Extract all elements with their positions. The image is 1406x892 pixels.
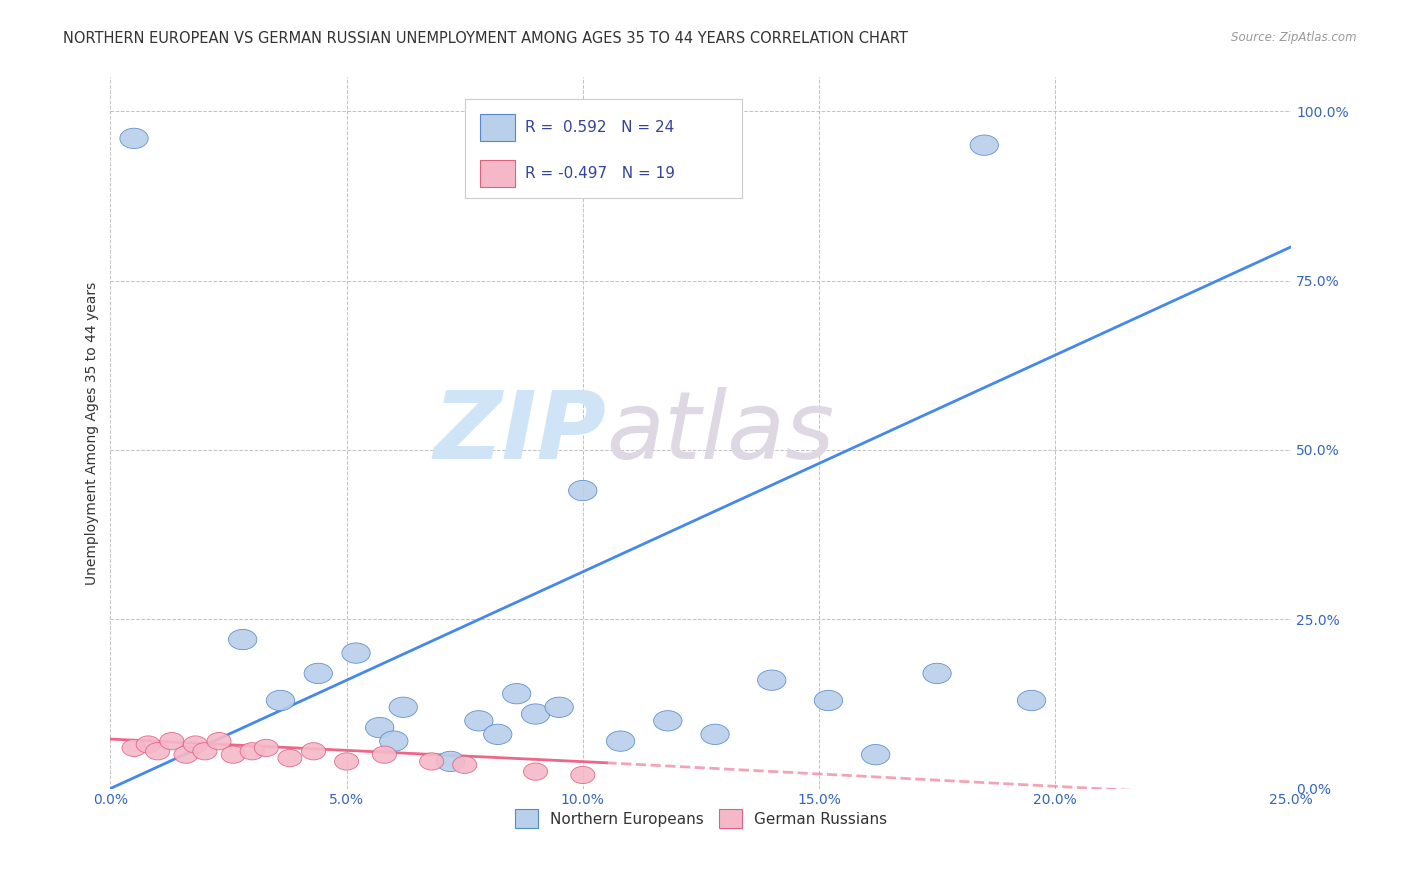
- Ellipse shape: [207, 732, 231, 750]
- Ellipse shape: [229, 630, 257, 649]
- Ellipse shape: [523, 763, 547, 780]
- Ellipse shape: [301, 743, 326, 760]
- Text: ZIP: ZIP: [433, 387, 606, 479]
- Ellipse shape: [465, 711, 494, 731]
- Text: atlas: atlas: [606, 387, 835, 478]
- Text: R = -0.497   N = 19: R = -0.497 N = 19: [524, 166, 675, 181]
- Ellipse shape: [484, 724, 512, 745]
- Ellipse shape: [436, 751, 465, 772]
- Ellipse shape: [254, 739, 278, 756]
- Ellipse shape: [304, 664, 332, 683]
- FancyBboxPatch shape: [479, 160, 516, 187]
- Legend: Northern Europeans, German Russians: Northern Europeans, German Russians: [509, 804, 893, 834]
- Ellipse shape: [174, 746, 198, 764]
- Ellipse shape: [862, 745, 890, 764]
- Text: Source: ZipAtlas.com: Source: ZipAtlas.com: [1232, 31, 1357, 45]
- Ellipse shape: [419, 753, 444, 770]
- Ellipse shape: [606, 731, 634, 751]
- Ellipse shape: [366, 717, 394, 738]
- Ellipse shape: [120, 128, 148, 149]
- Ellipse shape: [373, 746, 396, 764]
- Ellipse shape: [122, 739, 146, 756]
- Ellipse shape: [389, 698, 418, 717]
- Ellipse shape: [502, 683, 531, 704]
- Ellipse shape: [183, 736, 208, 753]
- Ellipse shape: [758, 670, 786, 690]
- Ellipse shape: [1018, 690, 1046, 711]
- Text: R =  0.592   N = 24: R = 0.592 N = 24: [524, 120, 673, 135]
- Y-axis label: Unemployment Among Ages 35 to 44 years: Unemployment Among Ages 35 to 44 years: [86, 281, 100, 584]
- Ellipse shape: [700, 724, 730, 745]
- Ellipse shape: [571, 766, 595, 783]
- Ellipse shape: [814, 690, 842, 711]
- Ellipse shape: [654, 711, 682, 731]
- Text: NORTHERN EUROPEAN VS GERMAN RUSSIAN UNEMPLOYMENT AMONG AGES 35 TO 44 YEARS CORRE: NORTHERN EUROPEAN VS GERMAN RUSSIAN UNEM…: [63, 31, 908, 46]
- FancyBboxPatch shape: [479, 113, 516, 141]
- Ellipse shape: [160, 732, 184, 750]
- Ellipse shape: [240, 743, 264, 760]
- Ellipse shape: [568, 481, 598, 500]
- Ellipse shape: [342, 643, 370, 664]
- Ellipse shape: [266, 690, 295, 711]
- FancyBboxPatch shape: [465, 99, 742, 198]
- Ellipse shape: [136, 736, 160, 753]
- Ellipse shape: [546, 698, 574, 717]
- Ellipse shape: [522, 704, 550, 724]
- Ellipse shape: [278, 749, 302, 767]
- Ellipse shape: [146, 743, 170, 760]
- Ellipse shape: [922, 664, 952, 683]
- Ellipse shape: [335, 753, 359, 770]
- Ellipse shape: [221, 746, 245, 764]
- Ellipse shape: [380, 731, 408, 751]
- Ellipse shape: [453, 756, 477, 773]
- Ellipse shape: [970, 135, 998, 155]
- Ellipse shape: [193, 743, 217, 760]
